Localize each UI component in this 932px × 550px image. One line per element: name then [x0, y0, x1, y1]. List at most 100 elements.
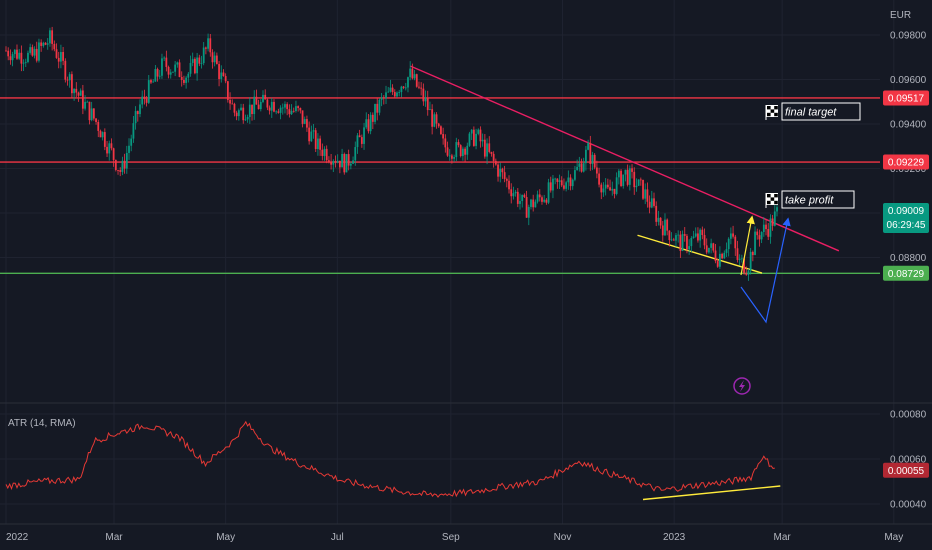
candle-body: [101, 132, 104, 138]
candle-body: [547, 182, 550, 203]
candle-body: [180, 76, 183, 80]
candle-body: [248, 104, 251, 118]
candle-body: [213, 55, 216, 63]
candle-body: [453, 157, 456, 159]
candle-body: [154, 69, 157, 82]
candle-body: [626, 169, 629, 185]
candle-body: [35, 48, 38, 61]
candle-body: [343, 153, 346, 173]
candle-body: [505, 178, 508, 181]
time-tick-label: May: [216, 532, 235, 543]
candle-body: [321, 149, 324, 156]
candle-body: [576, 166, 579, 171]
candle-body: [22, 62, 25, 64]
candle-body: [444, 138, 447, 148]
candle-body: [163, 57, 166, 59]
candle-body: [527, 206, 530, 218]
candle-body: [77, 92, 80, 96]
time-axis[interactable]: 2022 Mar May Jul Sep Nov 2023 Mar May: [6, 532, 903, 543]
candle-body: [400, 86, 403, 93]
candle-body: [73, 88, 75, 94]
candle-body: [143, 96, 146, 99]
candle-body: [393, 92, 396, 97]
candle-body: [692, 236, 695, 238]
candle-body: [273, 101, 275, 112]
candle-body: [46, 43, 49, 45]
candle-body: [172, 71, 174, 73]
time-tick-label: Mar: [774, 532, 792, 543]
candle-body: [672, 239, 675, 241]
candle-body: [169, 72, 172, 75]
candle-body: [765, 224, 767, 230]
candle-body: [75, 88, 78, 93]
candle-body: [95, 118, 97, 123]
time-tick-label: Nov: [554, 532, 572, 543]
candle-body: [494, 160, 497, 165]
candle-body: [587, 143, 590, 150]
candle-body: [308, 127, 311, 142]
candle-body: [358, 135, 361, 138]
candle-body: [174, 64, 177, 72]
candle-body: [297, 106, 300, 109]
candle-body: [398, 92, 401, 93]
candle-body: [303, 119, 306, 124]
candle-body: [158, 75, 161, 77]
candle-body: [578, 163, 581, 167]
candle-body: [345, 154, 348, 173]
candle-body: [264, 94, 267, 100]
candle-body: [497, 164, 499, 177]
candle-body: [754, 231, 756, 256]
candle-body: [514, 191, 517, 194]
candle-body: [677, 234, 680, 236]
candle-body: [29, 47, 32, 53]
drawing-annotations[interactable]: final target take profit: [733, 102, 861, 395]
candle-body: [306, 119, 308, 128]
candle-body: [92, 108, 95, 119]
candle-body: [220, 72, 223, 80]
candle-body: [360, 137, 363, 144]
price-badge-2: 0.09009 06:29:45: [883, 202, 929, 233]
candle-body: [363, 127, 365, 144]
candle-body: [749, 251, 752, 271]
candle-body: [538, 194, 541, 198]
price-badges: 0.09517 0.09229 0.09009 06:29:45 0.08729 0.00…: [883, 90, 929, 478]
candle-body: [231, 103, 234, 105]
candle-body: [27, 52, 29, 62]
candle-body: [477, 129, 480, 134]
indicator-label[interactable]: ATR (14, RMA): [8, 418, 76, 429]
price-badge-value: 0.09009: [888, 206, 925, 217]
candle-body: [710, 243, 713, 248]
price-badge-value: 0.09517: [888, 93, 925, 104]
candle-body: [396, 92, 398, 97]
candle-body: [86, 101, 89, 103]
candle-body: [242, 107, 245, 121]
candle-body: [16, 49, 18, 59]
candle-body: [472, 129, 475, 146]
candle-body: [773, 211, 776, 226]
candle-body: [718, 253, 721, 267]
lightning-icon: [733, 377, 751, 395]
candle-body: [653, 198, 655, 206]
candle-body: [266, 99, 269, 108]
trendlines[interactable]: [410, 65, 840, 501]
candle-body: [617, 170, 620, 178]
candle-body: [503, 172, 506, 179]
atr-tick-label: 0.00040: [890, 500, 927, 511]
candle-body: [31, 47, 34, 56]
candle-body: [740, 258, 743, 260]
candle-body: [727, 238, 730, 250]
candle-body: [602, 188, 605, 193]
candle-body: [292, 110, 295, 112]
candle-body: [244, 119, 247, 121]
candle-body: [130, 138, 133, 146]
candle-body: [418, 86, 420, 88]
candle-body: [635, 185, 638, 188]
candle-body: [490, 151, 493, 154]
candle-body: [565, 182, 568, 189]
candle-body: [433, 114, 436, 127]
candle-body: [606, 184, 609, 188]
candle-body: [251, 104, 253, 115]
candle-body: [556, 178, 559, 182]
